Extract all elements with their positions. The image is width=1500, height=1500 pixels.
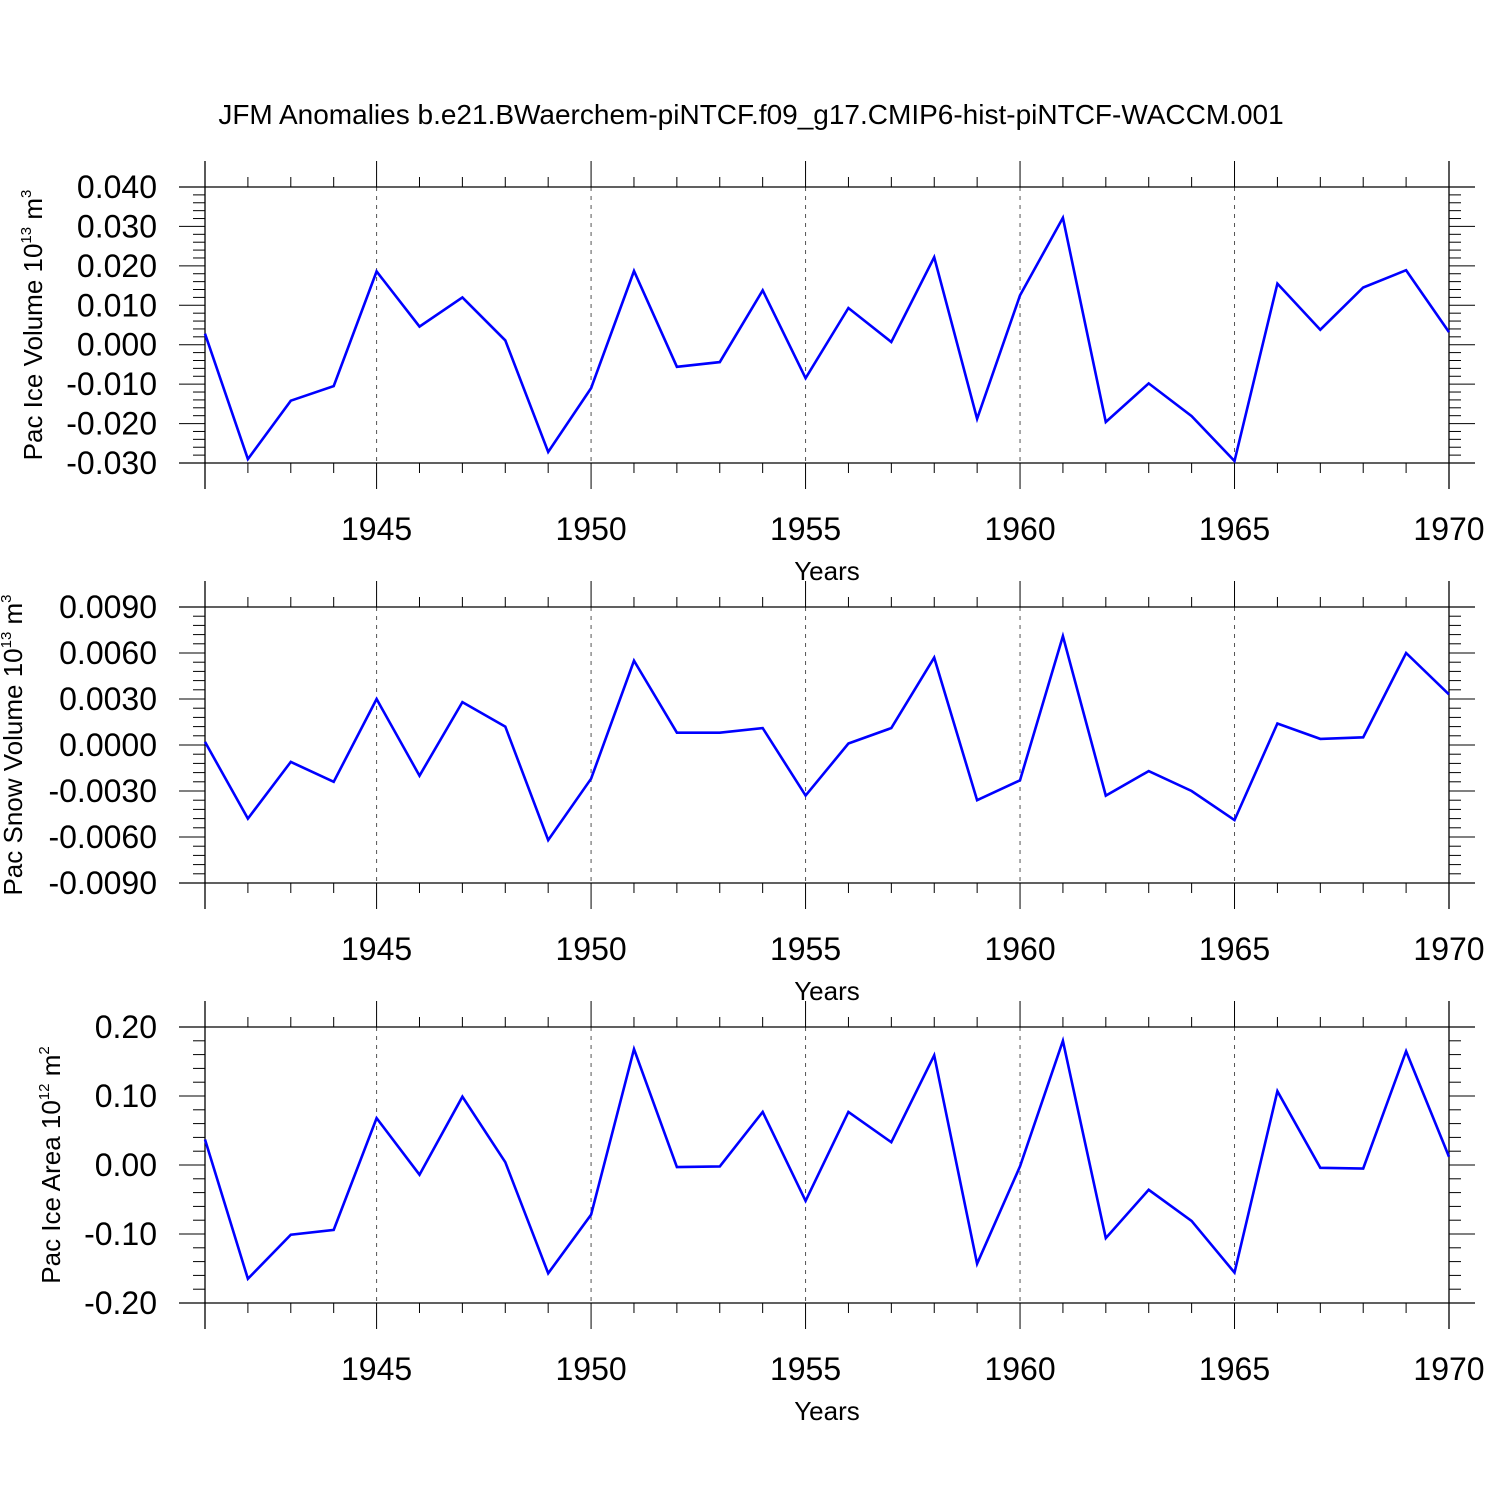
y-tick-label: -0.20 — [84, 1285, 157, 1321]
x-axis-label: Years — [794, 1396, 860, 1426]
x-tick-label: 1960 — [984, 1351, 1055, 1387]
x-tick-label: 1955 — [770, 931, 841, 967]
x-tick-label: 1970 — [1413, 1351, 1484, 1387]
y-axis-label-unit: m — [18, 198, 48, 227]
x-axis-label: Years — [794, 976, 860, 1006]
y-tick-label: -0.0090 — [48, 865, 157, 901]
y-axis-label-text: Pac Ice Area 10 — [36, 1100, 66, 1284]
series-line-1 — [203, 1035, 1451, 1282]
y-axis-label-unit-exponent: 3 — [18, 190, 35, 198]
x-tick-label: 1950 — [555, 931, 626, 967]
chart-panel-2: -0.0090 -0.0060 -0.0030 0.0000 0.0030 0.0060 0… — [0, 581, 1485, 1006]
y-tick-label: -0.030 — [66, 445, 157, 481]
x-axis-label: Years — [794, 556, 860, 586]
y-tick-label: 0.020 — [77, 248, 157, 284]
series-line-1 — [203, 631, 1450, 843]
y-axis-label-unit-exponent: 2 — [36, 1046, 53, 1054]
y-tick-label: 0.0030 — [59, 681, 157, 717]
y-tick-label: 0.20 — [95, 1009, 157, 1045]
x-tick-label: 1970 — [1413, 511, 1484, 547]
y-tick-label: 0.0060 — [59, 635, 157, 671]
y-axis-label-exponent: 12 — [36, 1083, 53, 1100]
y-tick-label: 0.0000 — [59, 727, 157, 763]
y-tick-label: -0.0030 — [48, 773, 157, 809]
y-tick-label: -0.020 — [66, 406, 157, 442]
series-line-1 — [203, 214, 1451, 464]
y-tick-label: 0.000 — [77, 327, 157, 363]
y-tick-label: 0.030 — [77, 208, 157, 244]
chart-panel-3: -0.20 -0.10 0.00 0.10 0.20 1945 1950 1955 1960 19… — [36, 1001, 1485, 1426]
y-tick-label: -0.10 — [84, 1216, 157, 1252]
x-tick-label: 1945 — [341, 931, 412, 967]
x-tick-label: 1960 — [984, 931, 1055, 967]
x-tick-label: 1970 — [1413, 931, 1484, 967]
y-tick-label: 0.00 — [95, 1147, 157, 1183]
y-axis-label-unit: m — [0, 603, 28, 632]
x-tick-label: 1950 — [555, 511, 626, 547]
y-axis-label-unit: m — [36, 1055, 66, 1084]
y-axis-label: Pac Snow Volume 1013 m3 — [0, 594, 28, 895]
x-tick-label: 1945 — [341, 511, 412, 547]
y-tick-label: -0.010 — [66, 366, 157, 402]
panels: -0.030-0.020-0.0100.0000.0100.0200.0300.… — [0, 161, 1485, 1426]
figure-title: JFM Anomalies b.e21.BWaerchem-piNTCF.f09… — [218, 99, 1283, 130]
y-axis-label-text: Pac Snow Volume 10 — [0, 648, 28, 895]
y-tick-label: -0.0060 — [48, 819, 157, 855]
x-tick-label: 1965 — [1199, 931, 1270, 967]
y-axis-label-unit-exponent: 3 — [0, 594, 15, 602]
y-axis-label-exponent: 13 — [18, 227, 35, 244]
y-axis-label-exponent: 13 — [0, 632, 15, 649]
x-tick-label: 1960 — [984, 511, 1055, 547]
y-axis-label: Pac Ice Area 1012 m2 — [36, 1046, 66, 1283]
x-tick-label: 1955 — [770, 1351, 841, 1387]
y-tick-label: 0.10 — [95, 1078, 157, 1114]
x-tick-label: 1950 — [555, 1351, 626, 1387]
x-tick-label: 1965 — [1199, 1351, 1270, 1387]
y-axis-label: Pac Ice Volume 1013 m3 — [18, 190, 48, 461]
y-tick-label: 0.010 — [77, 287, 157, 323]
y-tick-label: 0.040 — [77, 169, 157, 205]
x-tick-label: 1955 — [770, 511, 841, 547]
y-axis-label-text: Pac Ice Volume 10 — [18, 244, 48, 461]
y-tick-label: 0.0090 — [59, 589, 157, 625]
x-tick-label: 1965 — [1199, 511, 1270, 547]
x-tick-label: 1945 — [341, 1351, 412, 1387]
